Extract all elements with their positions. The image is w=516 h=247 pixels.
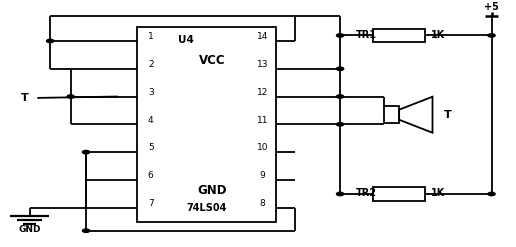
Text: GND: GND: [197, 184, 227, 197]
Circle shape: [336, 192, 344, 196]
Circle shape: [336, 67, 344, 70]
Text: T: T: [21, 93, 28, 103]
Text: 9: 9: [260, 171, 266, 180]
Text: 7: 7: [148, 199, 154, 208]
Text: 11: 11: [257, 116, 268, 124]
Bar: [384, 106, 399, 123]
Polygon shape: [399, 97, 432, 133]
Text: T: T: [444, 110, 452, 120]
Text: TR1: TR1: [356, 30, 377, 40]
Circle shape: [488, 34, 495, 37]
Circle shape: [336, 95, 344, 98]
Text: U4: U4: [179, 35, 195, 45]
Text: VCC: VCC: [199, 54, 225, 67]
Circle shape: [67, 95, 74, 98]
Text: 8: 8: [260, 199, 266, 208]
Circle shape: [83, 229, 90, 232]
Text: 3: 3: [148, 88, 154, 97]
Text: 13: 13: [257, 60, 268, 69]
Text: 1K: 1K: [430, 30, 445, 40]
Circle shape: [336, 123, 344, 126]
Text: +5: +5: [484, 2, 499, 12]
Bar: [137, 27, 276, 222]
Bar: [374, 29, 425, 42]
Text: 12: 12: [257, 88, 268, 97]
Text: GND: GND: [19, 226, 41, 234]
Circle shape: [336, 34, 344, 37]
Circle shape: [46, 39, 54, 43]
Text: 5: 5: [148, 143, 154, 152]
Text: 14: 14: [257, 32, 268, 41]
Circle shape: [83, 150, 90, 154]
Circle shape: [488, 192, 495, 196]
Text: 2: 2: [148, 60, 154, 69]
Text: 1: 1: [148, 32, 154, 41]
Text: TR2: TR2: [356, 188, 377, 198]
Text: 4: 4: [148, 116, 154, 124]
Bar: [374, 187, 425, 201]
Text: 1K: 1K: [430, 188, 445, 199]
Text: 74LS04: 74LS04: [186, 203, 227, 213]
Text: 6: 6: [148, 171, 154, 180]
Text: 10: 10: [257, 143, 268, 152]
